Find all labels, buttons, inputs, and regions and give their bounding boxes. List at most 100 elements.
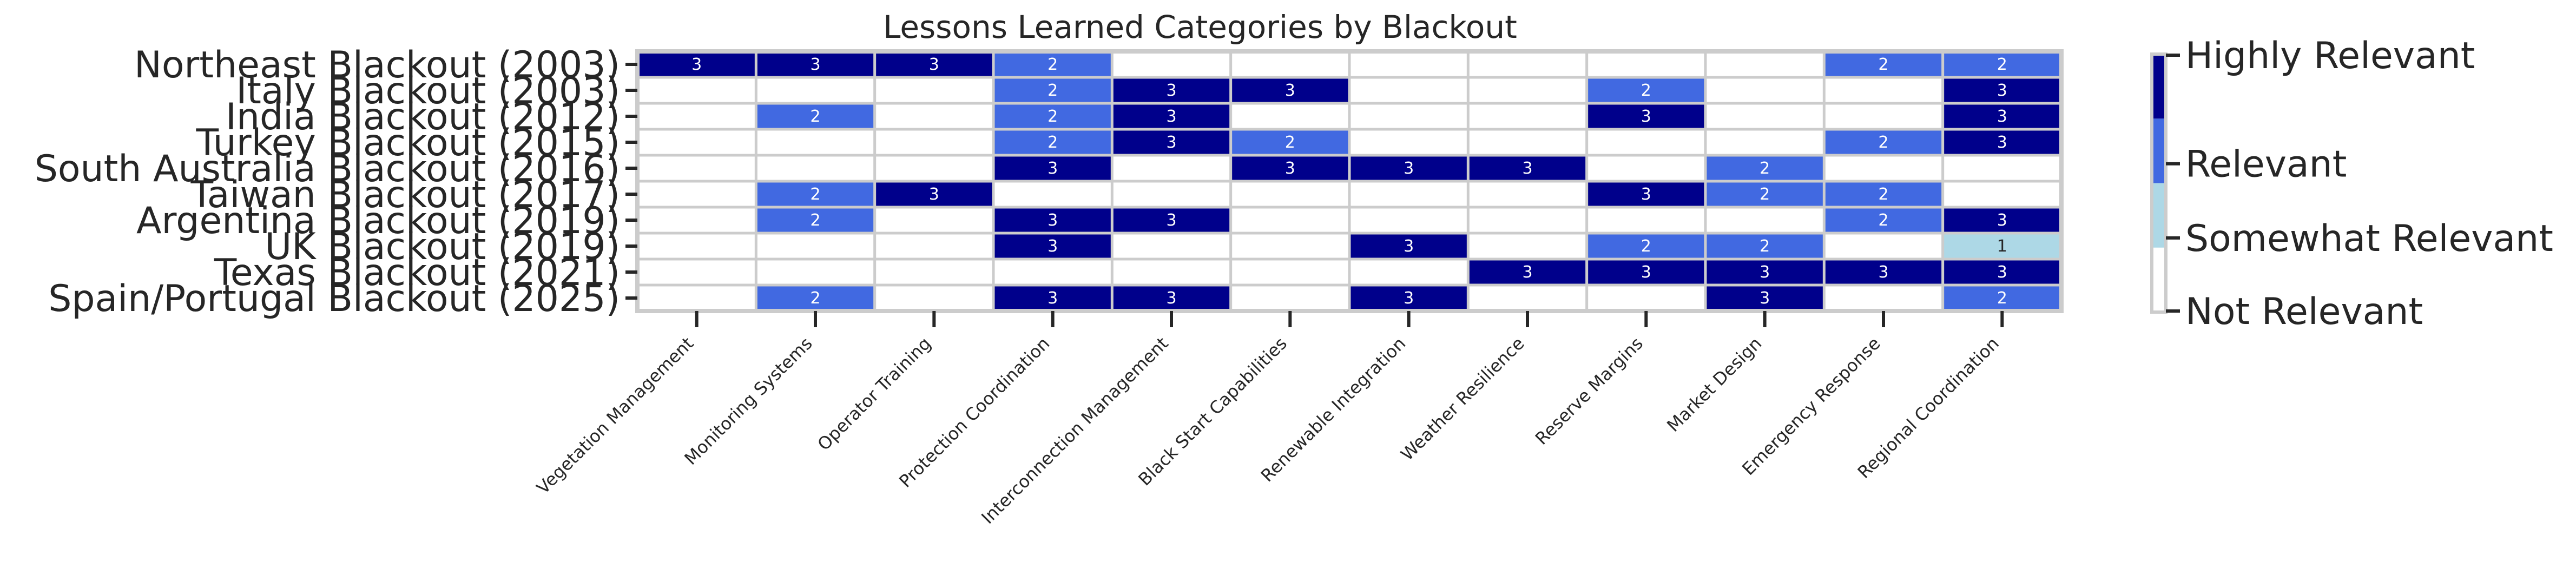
heatmap-cell [1349, 233, 1468, 259]
heatmap-cell [637, 155, 756, 181]
chart-title: Lessons Learned Categories by Blackout [883, 9, 1517, 45]
cell-value-label: 3 [1166, 81, 1176, 100]
y-tick-label: Spain/Portugal Blackout (2025) [48, 277, 620, 320]
heatmap-cell [1824, 233, 1943, 259]
heatmap-cell [637, 103, 756, 129]
heatmap-cell [874, 207, 993, 233]
colorbar-legend: Not Relevant Somewhat Relevant Relevant Hig… [2150, 35, 2553, 333]
heatmap-cell [1230, 77, 1349, 103]
heatmap-cell [1942, 285, 2061, 311]
heatmap-cell [993, 233, 1112, 259]
cell-value-label: 2 [1878, 185, 1888, 204]
y-tick-label: Italy Blackout (2003) [236, 70, 620, 113]
heatmap-cell [993, 155, 1112, 181]
cell-value-label: 2 [1760, 185, 1770, 204]
heatmap-cell [993, 259, 1112, 285]
y-tick-label: Northeast Blackout (2003) [134, 44, 620, 87]
heatmap-cell [756, 233, 875, 259]
heatmap-cell [1112, 285, 1231, 311]
y-tick-label: Argentina Blackout (2019) [136, 200, 620, 242]
heatmap-cell [1942, 259, 2061, 285]
heatmap-cell [756, 51, 875, 77]
cell-value-label: 3 [1166, 289, 1176, 308]
heatmap-cell [637, 181, 756, 207]
heatmap-cell [1705, 129, 1824, 155]
y-tick-label: India Blackout (2012) [226, 96, 620, 138]
heatmap-cell [874, 77, 993, 103]
cell-value-label: 3 [1522, 263, 1532, 282]
heatmap-cell [1230, 259, 1349, 285]
heatmap-cell [637, 259, 756, 285]
heatmap-cell [1349, 77, 1468, 103]
cell-value-label: 2 [1047, 55, 1058, 74]
cell-value-label: 3 [1404, 289, 1414, 308]
cell-value-label: 2 [810, 211, 820, 230]
heatmap-cell [1349, 207, 1468, 233]
y-tick-label: Taiwan Blackout (2017) [190, 174, 621, 216]
heatmap-cell [1824, 259, 1943, 285]
cell-value-label: 3 [1997, 107, 2007, 126]
heatmap-cell [1112, 233, 1231, 259]
heatmap-cell [1112, 155, 1231, 181]
heatmap-cell [1112, 259, 1231, 285]
heatmap-cell [1230, 51, 1349, 77]
cell-value-label: 2 [810, 185, 820, 204]
heatmap-cell [874, 181, 993, 207]
heatmap-cell [1824, 155, 1943, 181]
heatmap-cell [1586, 285, 1705, 311]
heatmap-cell [1112, 51, 1231, 77]
heatmap-cell [993, 103, 1112, 129]
heatmap-cell [1705, 51, 1824, 77]
heatmap-cell [874, 51, 993, 77]
cell-value-label: 2 [1641, 81, 1651, 100]
heatmap-cell [1942, 103, 2061, 129]
heatmap-cell [1824, 129, 1943, 155]
cell-value-label: 3 [1285, 81, 1295, 100]
heatmap-cell [1230, 285, 1349, 311]
heatmap-cell [1112, 181, 1231, 207]
cell-value-label: 3 [1997, 133, 2007, 152]
heatmap-cell [874, 259, 993, 285]
x-tick-label: Operator Training [813, 333, 935, 455]
x-tick-label: Emergency Response [1738, 333, 1884, 479]
heatmap-cell [637, 285, 756, 311]
heatmap-cell [1705, 207, 1824, 233]
heatmap-cell [1586, 51, 1705, 77]
heatmap-cell [1230, 181, 1349, 207]
heatmap-cell [1230, 103, 1349, 129]
heatmap-cell [1586, 155, 1705, 181]
cell-value-label: 2 [1760, 237, 1770, 256]
heatmap-cell [1349, 51, 1468, 77]
cell-value-label: 2 [1047, 107, 1058, 126]
heatmap-cell [756, 155, 875, 181]
cell-value-label: 3 [1997, 211, 2007, 230]
heatmap-cell [1942, 207, 2061, 233]
cell-value-label: 3 [1760, 263, 1770, 282]
heatmap-cell [1586, 129, 1705, 155]
heatmap-cell [1349, 259, 1468, 285]
heatmap-cell [1942, 51, 2061, 77]
cell-value-label: 3 [1166, 133, 1176, 152]
heatmap-cell [1112, 103, 1231, 129]
cell-value-label: 2 [1997, 55, 2007, 74]
heatmap-cell [1349, 181, 1468, 207]
heatmap-cell [993, 181, 1112, 207]
heatmap-cell [637, 51, 756, 77]
heatmap-cell [1824, 285, 1943, 311]
x-tick-label: Vegetation Management [532, 333, 697, 498]
heatmap-cell [1942, 233, 2061, 259]
heatmap-cell [1468, 51, 1587, 77]
cell-value-label: 3 [1166, 211, 1176, 230]
heatmap-cell [1586, 77, 1705, 103]
heatmap-cell [1824, 207, 1943, 233]
heatmap-cell [1824, 103, 1943, 129]
heatmap-cell [1230, 233, 1349, 259]
cell-value-label: 3 [1047, 237, 1058, 256]
colorbar-frame [2150, 52, 2167, 314]
heatmap-cell [637, 233, 756, 259]
heatmap-cell [993, 129, 1112, 155]
heatmap-cell [1468, 103, 1587, 129]
heatmap-grid [635, 49, 2064, 313]
